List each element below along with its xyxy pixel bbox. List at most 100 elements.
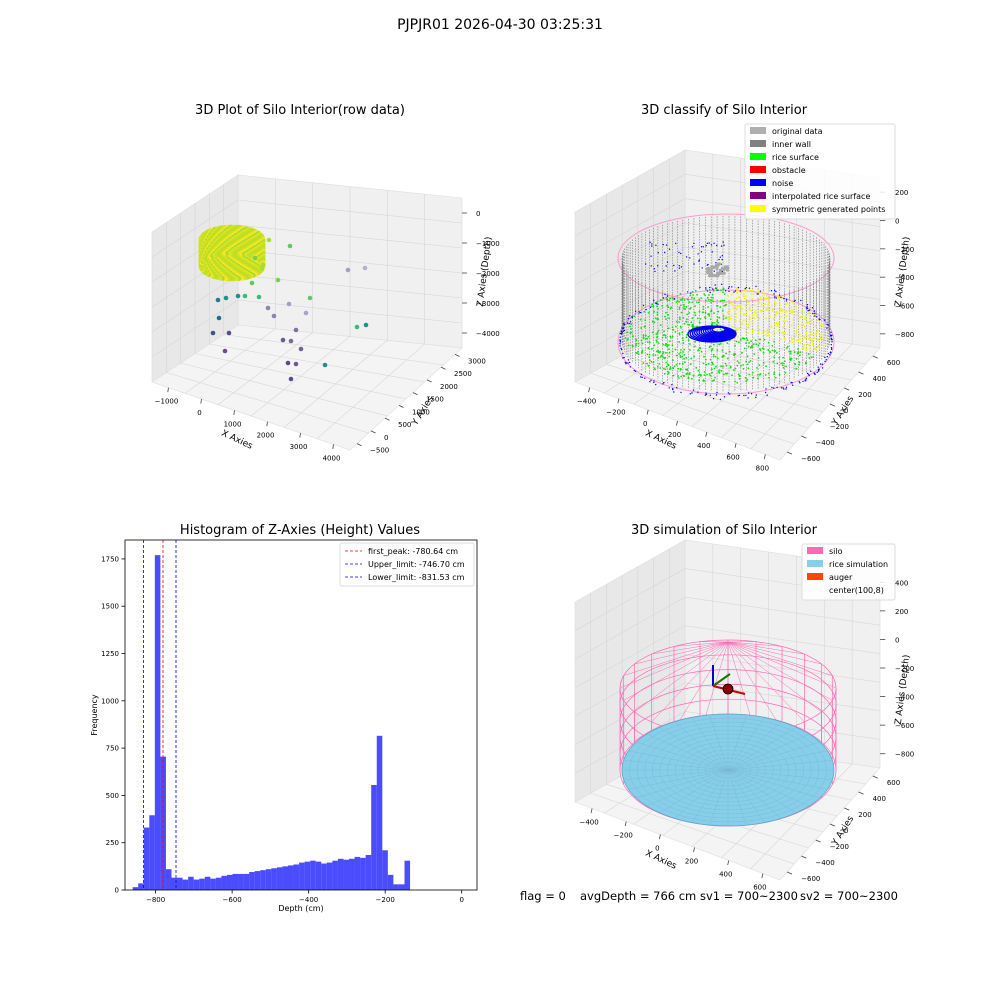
panel2-x-tick [763,454,766,460]
panel2-rice-point [799,342,802,344]
panel2-rice-point [706,296,709,299]
panel2-rice-point [667,372,670,375]
panel2-rice-point [734,306,737,309]
panel2-rice-point [677,377,680,379]
panel4-x-tick-label: 400 [719,871,732,879]
panel2-rice-point [812,341,814,344]
panel2-rice-point [668,348,670,351]
panel2-noise-point [690,292,692,294]
panel2-rice-point [666,304,669,307]
panel2-y-tick [801,435,807,439]
panel4-legend-swatch [807,560,823,567]
sv1-readout: sv1 = 700~2300 [700,889,798,903]
panel2-rice-point [723,380,726,383]
panel4-grid-line [684,625,881,655]
panel2-noise-point [739,290,742,292]
panel2-noise-point [737,286,740,289]
panel2-rice-point [726,372,729,375]
panel2-rice-point [768,376,770,379]
panel2-rice-point [746,363,749,366]
panel2-noise-point [785,388,787,390]
panel2-rice-point [647,347,650,349]
panel2-rice-point [649,341,651,344]
panel1-scatter-point [280,337,286,343]
panel2-rice-point [705,363,708,366]
panel2-rice-point [776,325,779,327]
panel2-noise-point [818,368,820,370]
panel1-y-tick-label: 1500 [426,396,444,404]
panel4-grid-line [574,654,686,717]
panel2-rice-point [767,309,769,311]
panel2-legend-box [744,123,896,220]
panel2-rice-point [720,289,722,292]
panel2-rice-point [821,323,824,325]
panel2-rice-point [805,332,808,334]
panel2-rice-point [767,372,770,375]
panel2-rice-point [644,319,647,321]
panel2-rice-point [765,297,768,300]
panel2-rice-point [671,350,674,353]
panel2-rice-point [711,380,714,382]
panel2-noise-point [778,294,781,296]
panel2-rice-point [727,295,730,297]
panel2-rice-point [698,321,701,324]
panel2-rice-point [782,320,785,323]
panel2-noise-point [640,311,642,314]
panel2-rice-point [675,354,678,357]
panel2-y-tick-label: 600 [887,359,900,367]
panel2-noise-point [649,381,651,383]
panel2-rice-point [651,331,654,334]
panel2-rice-point [673,365,676,368]
panel1-y-tick [384,417,390,421]
panel2-rice-point [763,330,766,333]
panel2-rice-point [708,315,711,317]
panel2-noise-point [691,392,693,394]
panel2-rice-point [685,356,688,359]
panel2-rice-point [803,325,806,328]
panel2-noise-point [708,242,710,244]
panel1-x-tick-label: 1000 [224,420,242,428]
panel2-noise-point [715,287,717,289]
panel2-rice-point [639,318,642,321]
panel1-y-tick-label: 2500 [454,370,472,378]
panel2-rice-point [665,365,668,368]
panel2-noise-point [817,370,820,372]
panel2-rice-point [760,292,763,294]
panel2-rice-point [653,321,656,324]
panel2-noise-point [625,362,627,364]
panel2-noise-point [764,391,767,394]
panel2-rice-point [782,366,785,369]
panel2-rice-point [668,344,670,346]
panel2-rice-point [642,362,645,365]
panel2-rice-point [665,361,668,364]
panel1-scatter-point [235,293,241,299]
panel2-rice-point [699,347,702,350]
panel2-rice-point [755,312,758,315]
panel1-x-tick-label: 2000 [257,432,275,440]
panel2-rice-point [808,357,811,359]
panel2-noise-point [678,267,681,269]
panel2-y-tick [815,419,821,423]
panel2-rice-point [681,331,684,334]
panel2-rice-point [781,364,784,367]
panel2-rice-point [708,289,711,291]
panel2-rice-point [686,372,689,374]
panel2-z-tick-label: 0 [895,218,899,226]
panel2-rice-point [759,349,762,351]
panel2-rice-point [780,362,782,365]
panel2-rice-point [652,305,655,308]
panel2-rice-point [790,300,793,303]
panel2-rice-point [678,321,680,323]
panel2-noise-point [668,248,671,250]
panel2-rice-point [713,379,715,382]
panel2-rice-point [691,317,694,320]
panel2-rice-point [686,318,688,321]
panel2-rice-point [825,336,827,339]
panel2-rice-point [737,296,740,299]
panel4-rice-mesh [727,721,782,771]
panel2-rice-point [741,308,744,310]
panel2-noise-point [673,298,676,300]
panel2-rice-point [683,354,685,356]
panel2-original-point [705,267,710,271]
panel2-rice-point [710,368,713,371]
